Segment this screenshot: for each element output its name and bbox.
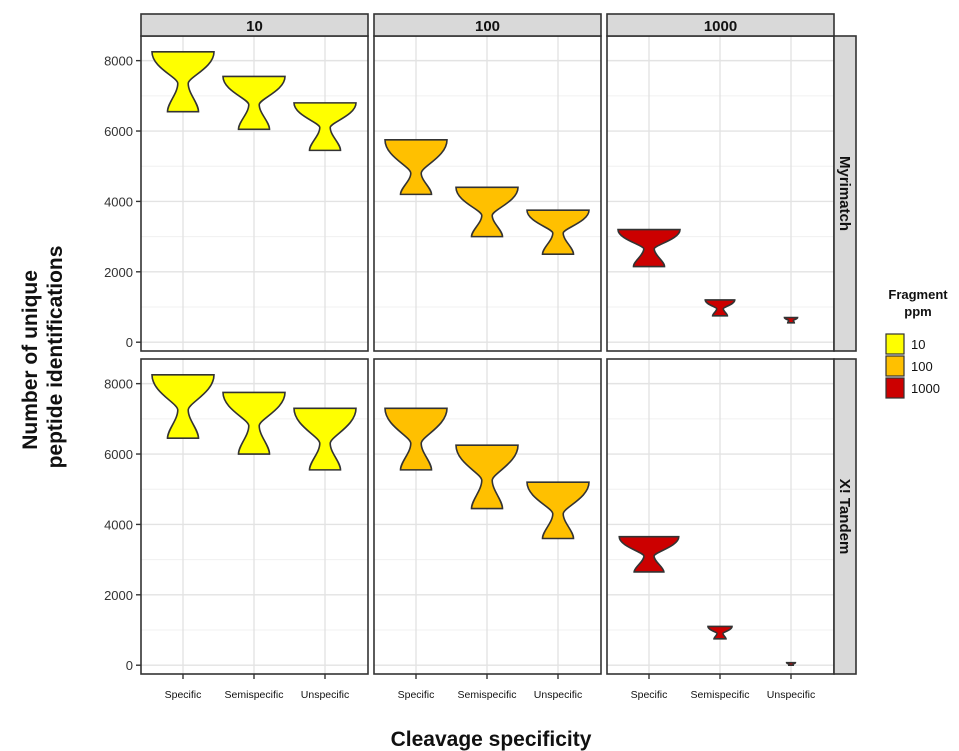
axes-layer: 0 2000 4000 6000 8000 0 2000 4000 6000 8000 Specif… <box>104 54 815 701</box>
panel-1-0 <box>140 358 369 675</box>
strip-right-0 <box>833 35 857 352</box>
violin-unspecific <box>526 209 590 256</box>
strip-top-10 <box>140 13 369 37</box>
x-tick-label: Semispecific <box>225 689 284 701</box>
y-tick-label: 4000 <box>104 194 133 209</box>
violin-unspecific <box>783 316 799 324</box>
violin-specific <box>617 228 681 268</box>
legend: Fragment ppm 10 100 1000 <box>885 287 948 399</box>
violin-semispecific <box>222 75 286 131</box>
y-axis-title-line-1: Number of unique <box>19 270 42 450</box>
x-tick-label: Specific <box>165 689 202 701</box>
violin-semispecific <box>707 625 733 640</box>
panel-0-1 <box>373 35 602 352</box>
violin-unspecific <box>293 407 357 471</box>
violin-unspecific <box>526 481 590 540</box>
strip-right-label: Myrimatch <box>836 156 853 231</box>
panel-0-0 <box>140 35 369 352</box>
strip-top-label: 1000 <box>704 18 737 35</box>
panels-layer <box>140 35 835 675</box>
panel-1-2 <box>606 358 835 675</box>
panel-1-1 <box>373 358 602 675</box>
x-tick-label: Unspecific <box>301 689 349 701</box>
legend-swatch-100 <box>885 355 905 377</box>
y-tick-label: 6000 <box>104 124 133 139</box>
x-axis-title: Cleavage specificity <box>391 728 592 751</box>
violin-specific <box>151 374 215 439</box>
x-tick-label: Unspecific <box>767 689 815 701</box>
strip-top-label: 100 <box>475 18 500 35</box>
violin-specific <box>618 535 680 573</box>
legend-title-line-1: Fragment <box>888 287 948 302</box>
violin-unspecific <box>293 102 357 152</box>
x-tick-label: Specific <box>398 689 435 701</box>
y-tick-label: 2000 <box>104 265 133 280</box>
legend-label-100: 100 <box>911 359 933 374</box>
x-tick-label: Unspecific <box>534 689 582 701</box>
legend-title-line-2: ppm <box>904 304 931 319</box>
strip-top-100 <box>373 13 602 37</box>
violin-semispecific <box>455 186 519 238</box>
violin-specific <box>384 407 448 471</box>
y-tick-label: 6000 <box>104 447 133 462</box>
legend-swatch-1000 <box>885 377 905 399</box>
strips-layer: 10 100 1000 Myrimatch X! Tandem <box>140 13 857 675</box>
y-tick-label: 4000 <box>104 517 133 532</box>
strip-right-label: X! Tandem <box>836 479 853 555</box>
strip-top-1000 <box>606 13 835 37</box>
violin-semispecific <box>222 391 286 455</box>
x-tick-label: Specific <box>631 689 668 701</box>
violin-specific <box>151 51 215 113</box>
strip-right-1 <box>833 358 857 675</box>
legend-swatch-10 <box>885 333 905 355</box>
violin-unspecific <box>785 661 797 667</box>
legend-label-1000: 1000 <box>911 381 940 396</box>
y-tick-label: 8000 <box>104 377 133 392</box>
violin-semispecific <box>455 444 519 510</box>
y-tick-label: 0 <box>126 658 133 673</box>
y-axis-title: Number of unique peptide identifications <box>19 246 67 469</box>
y-tick-label: 8000 <box>104 54 133 69</box>
x-tick-label: Semispecific <box>458 689 517 701</box>
y-tick-label: 0 <box>126 335 133 350</box>
panel-0-2 <box>606 35 835 352</box>
violin-specific <box>384 139 448 196</box>
strip-top-label: 10 <box>246 18 263 35</box>
violin-semispecific <box>704 299 736 317</box>
y-axis-title-line-2: peptide identifications <box>44 246 67 469</box>
y-tick-label: 2000 <box>104 588 133 603</box>
x-tick-label: Semispecific <box>691 689 750 701</box>
legend-label-10: 10 <box>911 337 925 352</box>
